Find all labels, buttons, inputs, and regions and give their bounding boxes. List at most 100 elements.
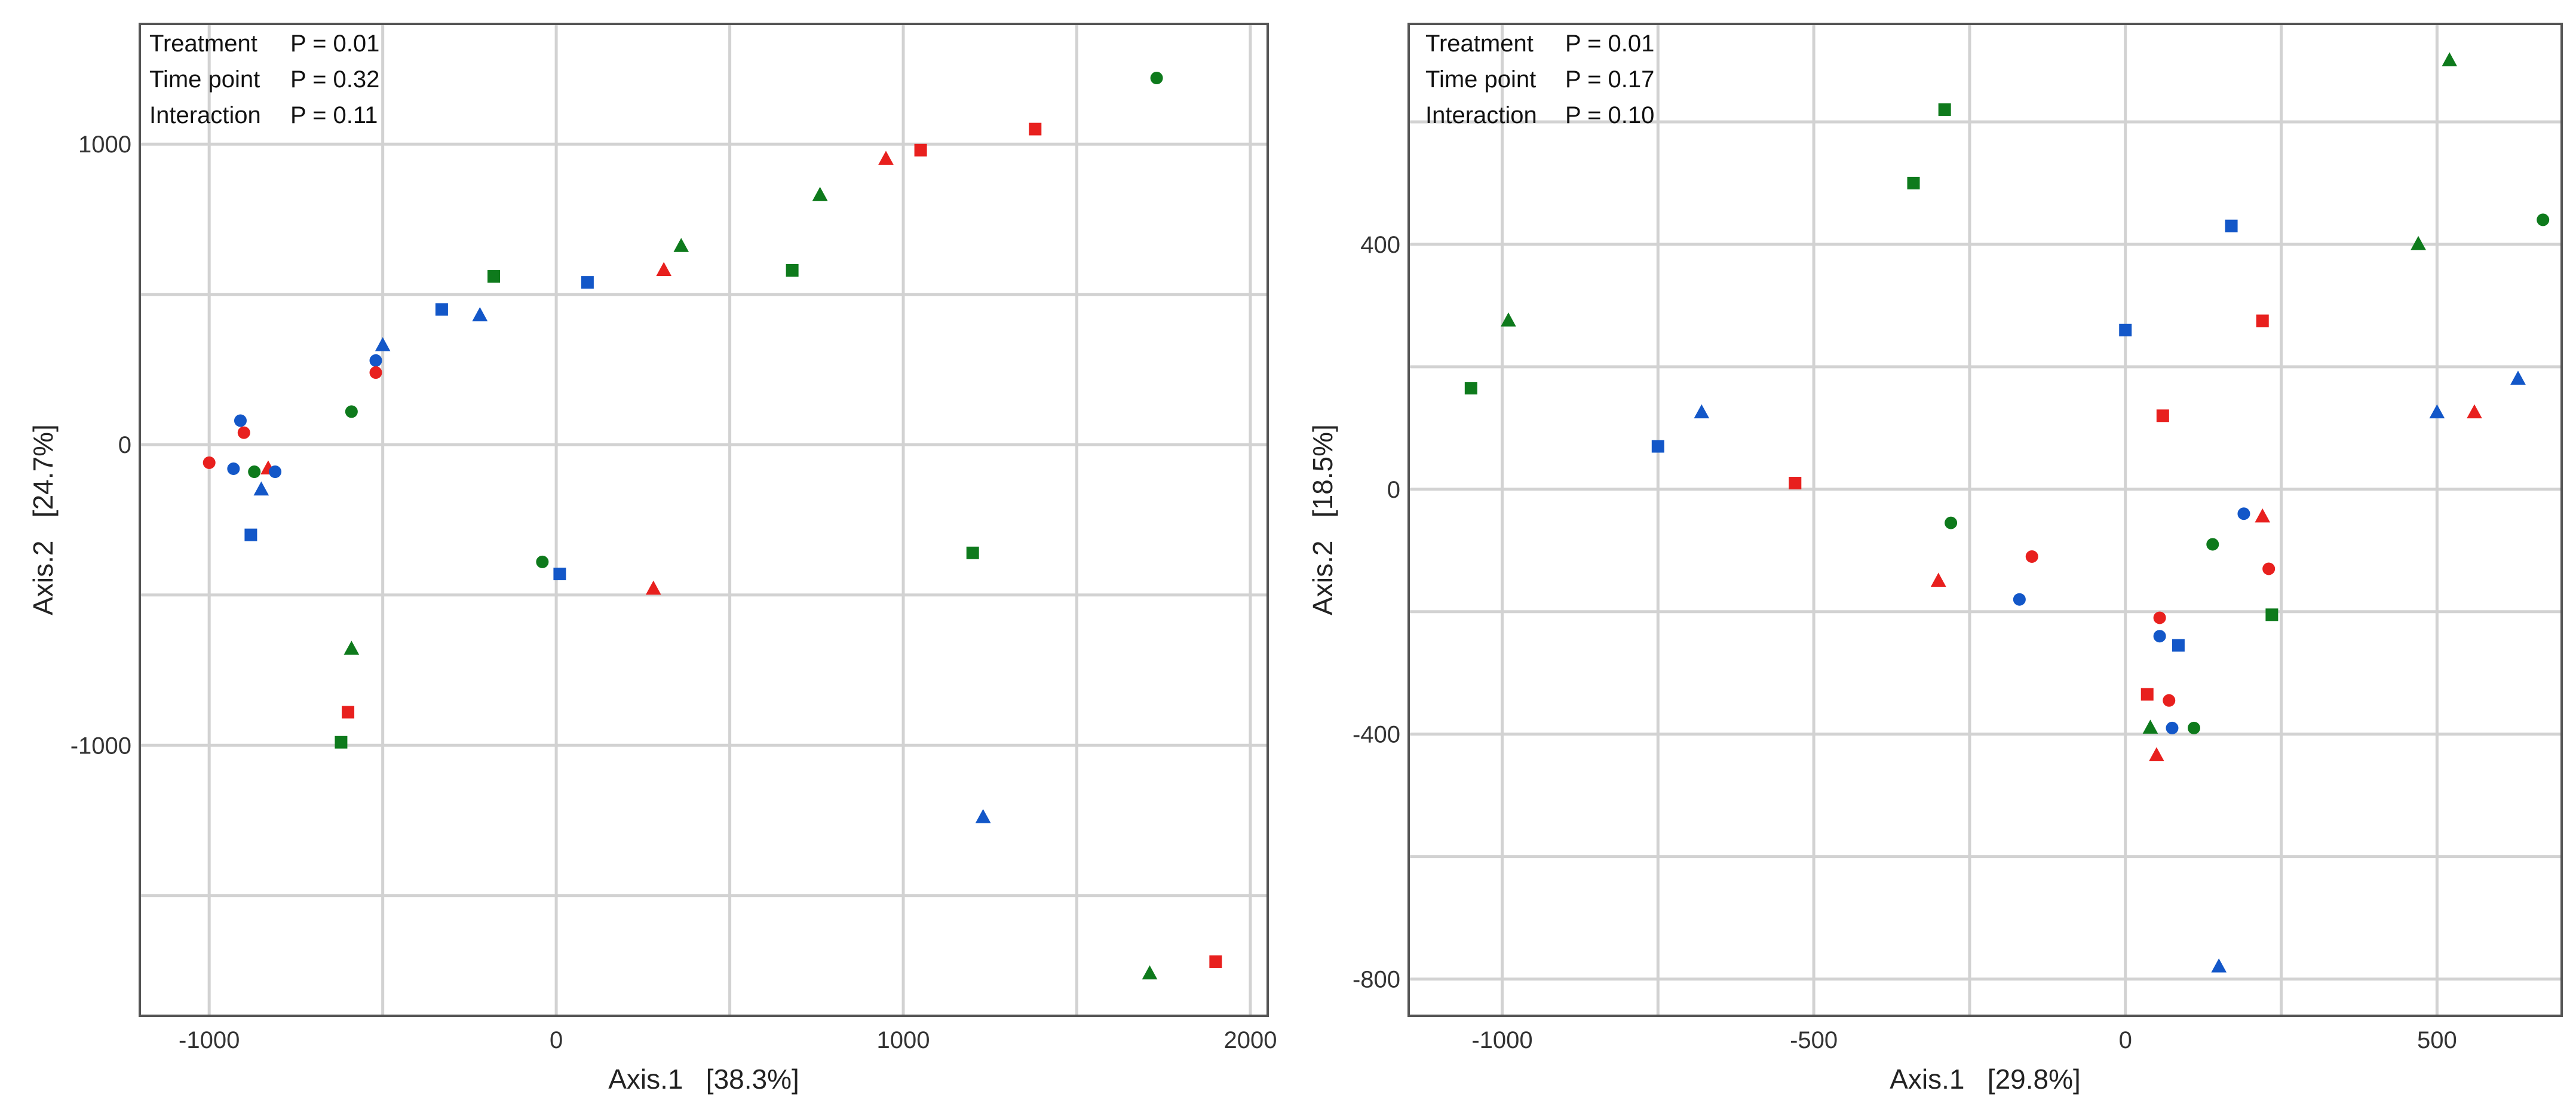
right-annot-interaction-label: Interaction — [1425, 102, 1537, 128]
left-point-blue-square — [435, 303, 448, 316]
right-point-red-square — [2256, 314, 2269, 327]
right-point-red-triangle — [2255, 508, 2271, 523]
right-x-tick-label: 500 — [2417, 1027, 2457, 1053]
left-annot-interaction-label: Interaction — [149, 102, 261, 128]
left-point-red-circle — [203, 456, 216, 469]
left-panel: Treatment P = 0.01 Time point P = 0.32 I… — [27, 23, 1277, 1095]
right-y-tick-label: 0 — [1387, 477, 1400, 503]
left-point-blue-circle — [269, 465, 282, 479]
left-point-blue-circle — [369, 354, 382, 367]
right-point-green-circle — [2537, 213, 2550, 226]
left-point-blue-circle — [234, 414, 247, 427]
left-y-tick-label: 1000 — [78, 131, 131, 158]
right-annot-interaction-value: P = 0.10 — [1565, 102, 1654, 128]
right-point-green-square — [1938, 103, 1951, 116]
right-point-blue-circle — [2153, 630, 2166, 643]
right-point-red-circle — [2025, 550, 2038, 563]
right-point-red-square — [2140, 688, 2154, 701]
right-point-green-triangle — [2142, 719, 2158, 734]
right-point-blue-triangle — [1694, 404, 1710, 419]
right-plot-background — [1409, 24, 2562, 1016]
left-x-tick-label: 0 — [550, 1027, 563, 1053]
left-point-green-square — [966, 546, 979, 559]
left-point-green-triangle — [344, 641, 360, 655]
right-points — [1464, 52, 2550, 973]
left-point-red-triangle — [878, 151, 894, 165]
left-annot-timepoint-value: P = 0.32 — [290, 66, 379, 93]
left-point-green-circle — [248, 465, 261, 479]
right-point-blue-circle — [2166, 721, 2179, 734]
left-y-tick-label: -1000 — [70, 733, 131, 759]
right-x-tick-label: -1000 — [1471, 1027, 1532, 1053]
right-point-green-triangle — [2411, 235, 2426, 250]
right-point-green-square — [1907, 176, 1920, 189]
left-point-blue-triangle — [472, 307, 488, 321]
left-y-tick-label: 0 — [118, 432, 131, 458]
left-point-green-square — [786, 264, 799, 277]
right-y-tick-labels: -800 -400 0 400 — [1353, 232, 1400, 993]
right-y-tick-label: -400 — [1353, 722, 1400, 748]
left-x-tick-label: 2000 — [1223, 1027, 1277, 1053]
left-point-red-square — [1029, 122, 1042, 136]
right-x-tick-labels: -1000 -500 0 500 — [1471, 1027, 2457, 1053]
right-point-green-triangle — [1501, 312, 1516, 327]
right-point-green-circle — [1945, 516, 1958, 529]
left-point-green-triangle — [673, 238, 689, 252]
left-plot-border — [139, 23, 1269, 1017]
left-point-blue-triangle — [975, 808, 991, 823]
right-point-red-triangle — [1930, 572, 1946, 587]
left-point-blue-square — [244, 528, 257, 541]
right-y-axis-label: Axis.2 [18.5%] — [1307, 424, 1338, 615]
left-point-red-square — [914, 143, 927, 157]
right-point-green-circle — [2187, 721, 2200, 734]
right-point-blue-square — [2225, 219, 2238, 232]
left-point-green-circle — [345, 405, 358, 418]
right-x-tick-label: -500 — [1790, 1027, 1838, 1053]
right-point-red-square — [1789, 477, 1802, 490]
left-point-red-triangle — [645, 580, 661, 595]
right-annot-treatment-value: P = 0.01 — [1565, 30, 1654, 57]
left-point-blue-triangle — [375, 337, 391, 351]
right-point-red-circle — [2153, 611, 2166, 624]
left-x-tick-labels: -1000 0 1000 2000 — [179, 1027, 1277, 1053]
left-point-red-square — [1209, 955, 1222, 968]
right-annot-treatment-label: Treatment — [1425, 30, 1534, 57]
right-point-green-triangle — [2442, 52, 2458, 66]
right-point-blue-circle — [2237, 507, 2250, 520]
left-point-blue-square — [553, 568, 566, 581]
left-point-blue-circle — [227, 462, 240, 475]
right-point-green-square — [2265, 608, 2278, 621]
left-point-green-square — [335, 736, 348, 749]
left-point-red-triangle — [656, 262, 672, 276]
left-point-green-circle — [1150, 72, 1163, 85]
left-x-tick-label: -1000 — [179, 1027, 240, 1053]
left-points — [203, 72, 1222, 980]
right-point-blue-square — [1651, 440, 1664, 453]
left-x-axis-label: Axis.1 [38.3%] — [608, 1064, 799, 1095]
left-annot-timepoint-label: Time point — [149, 66, 260, 93]
right-annot-timepoint-value: P = 0.17 — [1565, 66, 1654, 93]
right-point-green-square — [1464, 382, 1477, 395]
left-annot-treatment-value: P = 0.01 — [290, 30, 379, 57]
left-point-blue-square — [581, 276, 594, 289]
left-point-red-square — [342, 706, 355, 719]
right-point-blue-square — [2172, 639, 2185, 652]
right-point-red-triangle — [2149, 747, 2164, 762]
left-point-red-circle — [369, 366, 382, 379]
right-point-blue-triangle — [2429, 404, 2445, 419]
left-y-axis-label: Axis.2 [24.7%] — [27, 424, 59, 615]
right-point-green-circle — [2206, 538, 2219, 551]
left-annotations: Treatment P = 0.01 Time point P = 0.32 I… — [149, 30, 379, 128]
left-point-green-triangle — [812, 186, 828, 201]
right-gridlines — [1409, 24, 2562, 1016]
left-annot-interaction-value: P = 0.11 — [290, 102, 378, 128]
right-point-red-triangle — [2467, 404, 2482, 419]
right-point-blue-triangle — [2510, 370, 2526, 385]
right-point-blue-square — [2119, 323, 2132, 336]
right-y-tick-label: 400 — [1360, 232, 1400, 258]
right-point-blue-circle — [2013, 593, 2026, 606]
left-gridlines — [140, 24, 1268, 1016]
right-panel: Treatment P = 0.01 Time point P = 0.17 I… — [1307, 23, 2563, 1095]
left-annot-treatment-label: Treatment — [149, 30, 257, 57]
left-point-red-circle — [237, 426, 250, 439]
